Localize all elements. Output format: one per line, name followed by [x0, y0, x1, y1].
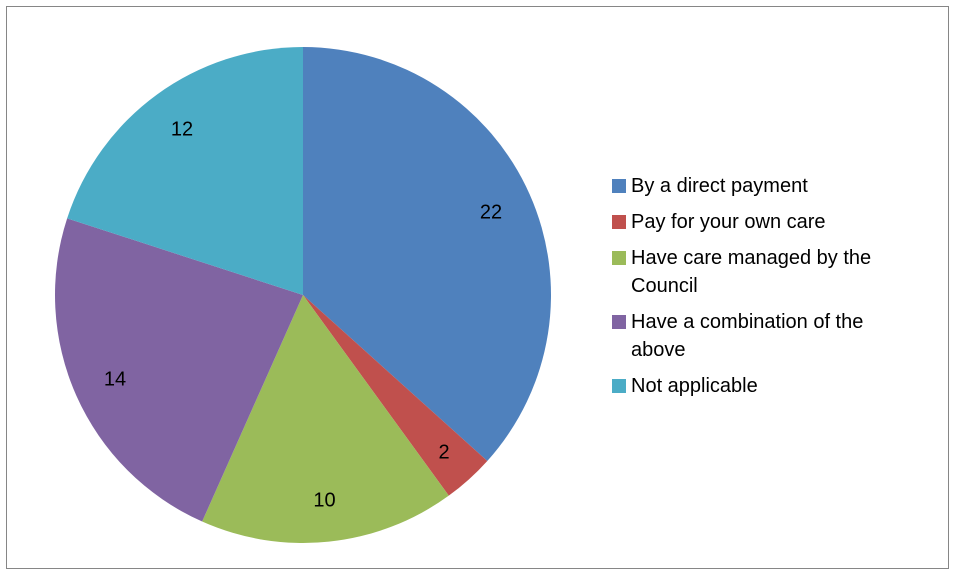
- legend-label: Pay for your own care: [631, 211, 826, 233]
- pie-slice-not-applicable: [67, 46, 303, 296]
- data-label-not-applicable: 12: [171, 118, 193, 140]
- legend-swatch: [612, 315, 626, 329]
- legend-swatch: [612, 251, 626, 265]
- legend-item-not-applicable: Not applicable: [612, 372, 942, 400]
- legend-label: By a direct payment: [631, 175, 808, 197]
- pie-slices: [55, 46, 551, 544]
- legend-item-own-care: Pay for your own care: [612, 208, 942, 236]
- legend-item-council-managed: Have care managed by the Council: [612, 244, 942, 300]
- legend-swatch: [612, 215, 626, 229]
- legend-label-line2: Council: [631, 275, 698, 297]
- legend-swatch: [612, 379, 626, 393]
- legend-label: Not applicable: [631, 375, 758, 397]
- legend-item-combination: Have a combination of the above: [612, 308, 942, 364]
- legend-label: Have a combination of the: [631, 311, 864, 333]
- pie-slice-council-managed: [202, 295, 449, 544]
- data-label-direct-payment: 22: [480, 201, 502, 223]
- legend: By a direct payment Pay for your own car…: [612, 172, 942, 408]
- pie-slice-direct-payment: [303, 47, 551, 461]
- data-label-council-managed: 10: [313, 490, 335, 512]
- legend-swatch: [612, 179, 626, 193]
- legend-item-direct-payment: By a direct payment: [612, 172, 942, 200]
- data-label-combination: 14: [104, 369, 126, 391]
- pie-slice-own-care: [303, 295, 488, 496]
- pie-slice-combination: [55, 218, 303, 522]
- legend-label-line2: above: [631, 339, 686, 361]
- data-label-own-care: 2: [438, 442, 449, 464]
- legend-label: Have care managed by the: [631, 247, 872, 269]
